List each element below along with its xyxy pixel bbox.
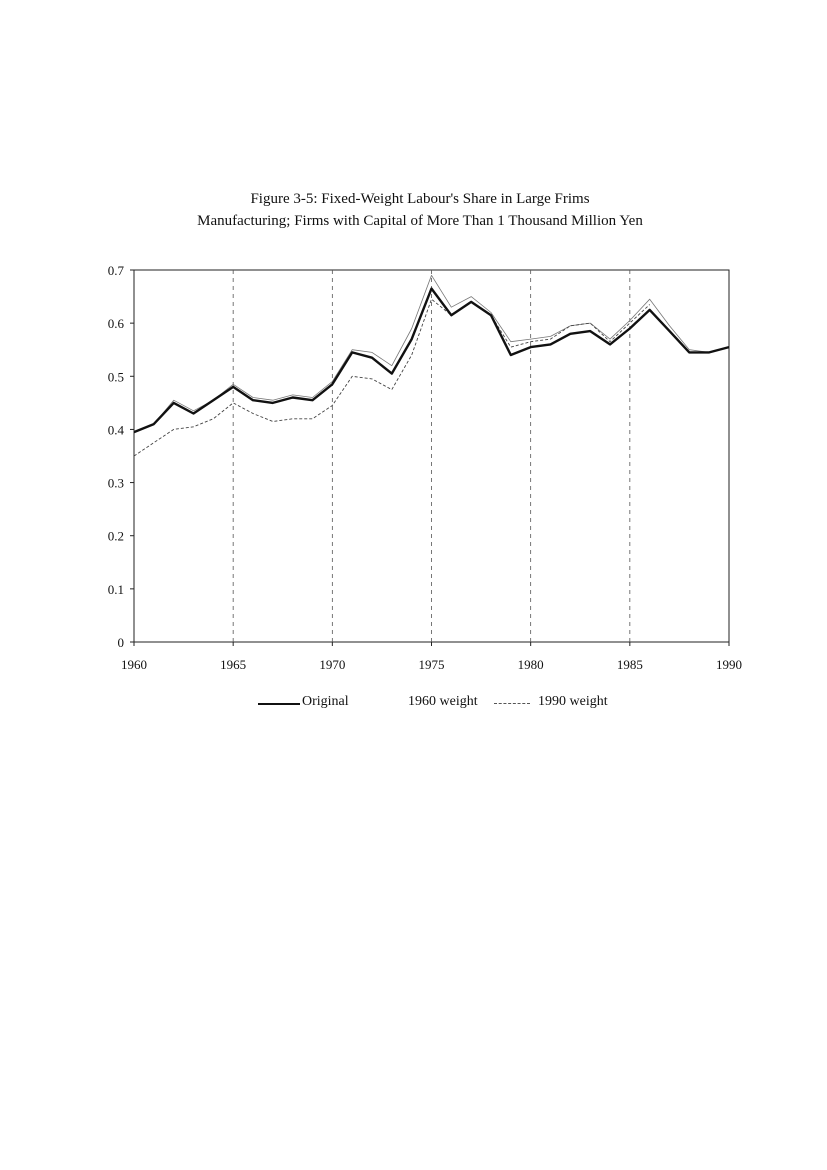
series-line-1990-weight — [133, 274, 730, 433]
x-tick-label: 1970 — [319, 657, 345, 672]
legend-swatch-1960-weight — [494, 703, 530, 704]
legend-label-1990-weight: 1990 weight — [538, 694, 608, 709]
x-tick-label: 1985 — [617, 657, 643, 672]
chart-title-line-2: Manufacturing; Firms with Capital of Mor… — [197, 213, 643, 229]
legend-label-1960-weight: 1960 weight — [408, 694, 478, 709]
x-tick-label: 1975 — [419, 657, 445, 672]
y-tick-label: 0.4 — [108, 422, 125, 437]
series-line-original — [133, 287, 730, 434]
legend-swatch-original — [258, 703, 300, 705]
y-tick-label: 0.3 — [108, 476, 124, 491]
y-tick-label: 0.6 — [108, 316, 125, 331]
x-tick-label: 1980 — [518, 657, 544, 672]
chart-title-line-1: Figure 3-5: Fixed-Weight Labour's Share … — [250, 191, 590, 207]
chart-title: Figure 3-5: Fixed-Weight Labour's Share … — [0, 188, 827, 232]
y-tick-label: 0.5 — [108, 369, 124, 384]
axis-layer: 1960 1965 1970 1975 1980 1985 1990 0 0.1 0.2 0.3 0.… — [108, 263, 742, 672]
series-layer — [133, 274, 730, 457]
x-tick-label: 1990 — [716, 657, 742, 672]
y-tick-label: 0.2 — [108, 529, 124, 544]
x-tick-label: 1960 — [121, 657, 147, 672]
series-line-1960-weight — [133, 298, 651, 457]
legend-label-original: Original — [302, 694, 349, 709]
y-tick-label: 0 — [118, 635, 125, 650]
y-tick-label: 0.1 — [108, 582, 124, 597]
grid-layer — [232, 270, 631, 642]
line-chart: 1960 1965 1970 1975 1980 1985 1990 0 0.1 0.2 0.3 0.… — [108, 263, 742, 672]
x-tick-label: 1965 — [220, 657, 246, 672]
y-tick-label: 0.7 — [108, 263, 125, 278]
